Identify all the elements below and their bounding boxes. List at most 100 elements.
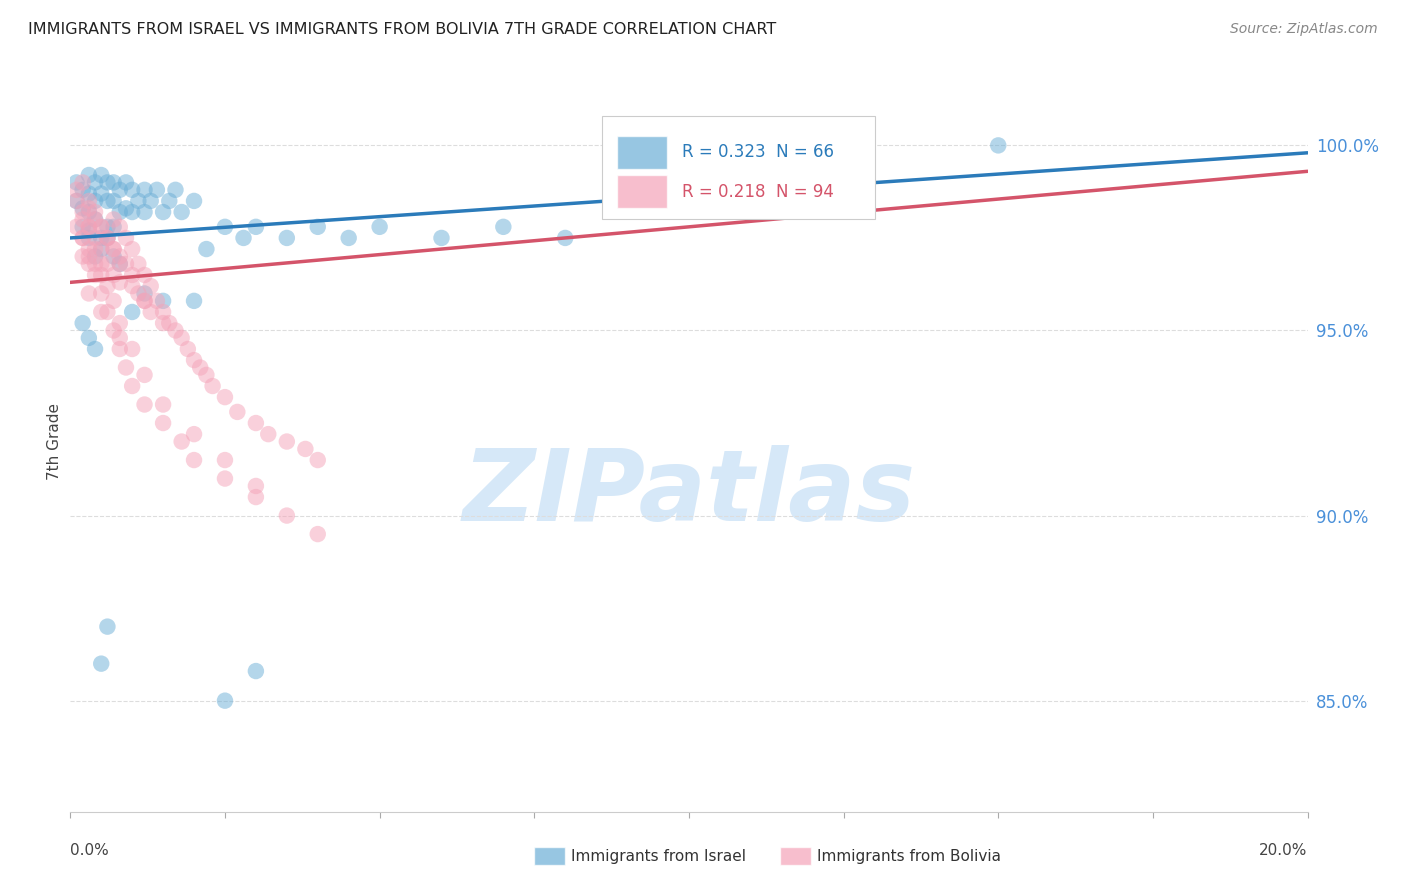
- Point: [987, 138, 1010, 153]
- Point: [65, 219, 87, 234]
- Point: [108, 249, 131, 263]
- Point: [245, 664, 267, 678]
- Point: [103, 194, 125, 208]
- Point: [90, 305, 112, 319]
- Point: [127, 286, 149, 301]
- Point: [77, 223, 100, 237]
- Point: [90, 242, 112, 256]
- Point: [195, 242, 218, 256]
- Point: [103, 323, 125, 337]
- Point: [84, 257, 107, 271]
- Point: [115, 231, 138, 245]
- Point: [195, 368, 218, 382]
- Point: [103, 268, 125, 282]
- Point: [201, 379, 224, 393]
- Point: [146, 183, 169, 197]
- Point: [90, 657, 112, 671]
- Point: [170, 205, 193, 219]
- Point: [115, 202, 138, 216]
- Point: [214, 471, 236, 485]
- Point: [134, 293, 156, 308]
- Point: [77, 202, 100, 216]
- Point: [90, 257, 112, 271]
- Point: [152, 205, 174, 219]
- Point: [108, 316, 131, 330]
- Point: [108, 276, 131, 290]
- Point: [84, 242, 107, 256]
- Point: [245, 490, 267, 504]
- Point: [177, 342, 200, 356]
- Point: [96, 231, 118, 245]
- Point: [127, 257, 149, 271]
- Point: [108, 205, 131, 219]
- Point: [183, 293, 205, 308]
- Point: [183, 427, 205, 442]
- Point: [72, 202, 94, 216]
- Text: ZIPatlas: ZIPatlas: [463, 445, 915, 541]
- Point: [96, 305, 118, 319]
- Point: [276, 434, 298, 449]
- Point: [65, 194, 87, 208]
- Point: [139, 279, 162, 293]
- Point: [152, 305, 174, 319]
- Point: [214, 390, 236, 404]
- Point: [165, 323, 187, 337]
- Point: [72, 212, 94, 227]
- Point: [72, 205, 94, 219]
- Text: R = 0.323  N = 66: R = 0.323 N = 66: [682, 144, 834, 161]
- Point: [307, 219, 329, 234]
- Point: [84, 205, 107, 219]
- Point: [276, 508, 298, 523]
- Point: [134, 205, 156, 219]
- Point: [108, 183, 131, 197]
- Text: Immigrants from Israel: Immigrants from Israel: [571, 849, 745, 863]
- Point: [157, 316, 180, 330]
- Point: [134, 397, 156, 411]
- Point: [77, 249, 100, 263]
- Point: [226, 405, 249, 419]
- Point: [157, 194, 180, 208]
- Y-axis label: 7th Grade: 7th Grade: [46, 403, 62, 480]
- Point: [554, 231, 576, 245]
- Point: [134, 183, 156, 197]
- Text: Immigrants from Bolivia: Immigrants from Bolivia: [817, 849, 1001, 863]
- Point: [84, 212, 107, 227]
- Point: [96, 257, 118, 271]
- Point: [115, 257, 138, 271]
- Point: [134, 293, 156, 308]
- Point: [121, 305, 143, 319]
- Point: [121, 242, 143, 256]
- Point: [245, 479, 267, 493]
- Point: [276, 231, 298, 245]
- Point: [294, 442, 316, 456]
- Point: [307, 453, 329, 467]
- Point: [103, 293, 125, 308]
- Point: [165, 183, 187, 197]
- Point: [368, 219, 391, 234]
- Point: [103, 249, 125, 263]
- Point: [170, 331, 193, 345]
- Point: [139, 194, 162, 208]
- Point: [90, 268, 112, 282]
- Point: [77, 194, 100, 208]
- Point: [77, 219, 100, 234]
- Point: [84, 175, 107, 189]
- Point: [108, 257, 131, 271]
- Point: [90, 186, 112, 201]
- Point: [121, 268, 143, 282]
- Point: [108, 219, 131, 234]
- Text: IMMIGRANTS FROM ISRAEL VS IMMIGRANTS FROM BOLIVIA 7TH GRADE CORRELATION CHART: IMMIGRANTS FROM ISRAEL VS IMMIGRANTS FRO…: [28, 22, 776, 37]
- Point: [84, 194, 107, 208]
- Point: [307, 527, 329, 541]
- FancyBboxPatch shape: [617, 175, 666, 209]
- Point: [214, 219, 236, 234]
- Point: [96, 194, 118, 208]
- Point: [152, 416, 174, 430]
- Point: [337, 231, 360, 245]
- Point: [72, 175, 94, 189]
- Point: [103, 242, 125, 256]
- Point: [72, 316, 94, 330]
- Point: [96, 279, 118, 293]
- Point: [214, 453, 236, 467]
- Text: R = 0.218  N = 94: R = 0.218 N = 94: [682, 183, 834, 201]
